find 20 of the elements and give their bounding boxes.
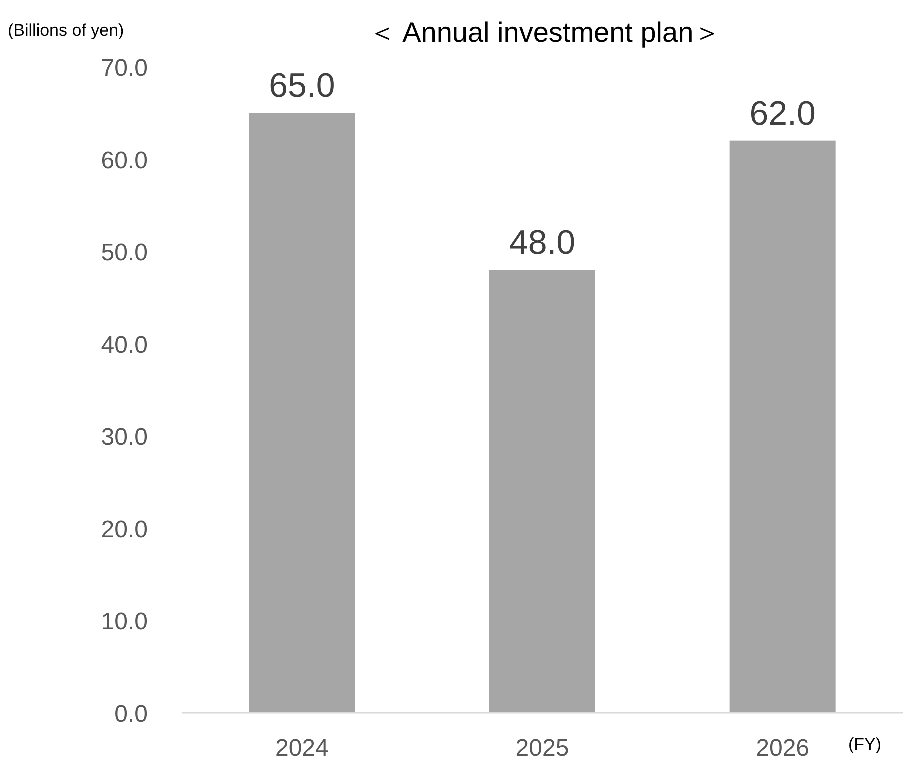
y-axis-title: (Billions of yen) [8, 21, 124, 40]
chart-title: ＜ Annual investment plan＞ [368, 17, 722, 48]
y-tick-label: 30.0 [101, 424, 148, 452]
x-tick-label: 2025 [516, 735, 570, 762]
y-tick-label: 10.0 [101, 608, 148, 636]
y-tick-label: 0.0 [114, 701, 148, 728]
bar [249, 113, 356, 713]
y-tick-label: 50.0 [101, 240, 148, 267]
bar [490, 270, 596, 713]
y-tick-label: 20.0 [101, 516, 148, 544]
x-tick-label: 2026 [756, 735, 810, 762]
data-label: 65.0 [269, 67, 336, 106]
y-tick-label: 60.0 [101, 147, 148, 174]
bar [730, 140, 836, 713]
data-label: 62.0 [750, 94, 816, 133]
x-axis-title: (FY) [848, 735, 882, 754]
y-tick-label: 40.0 [101, 332, 148, 359]
y-tick-label: 70.0 [101, 55, 148, 82]
x-tick-label: 2024 [275, 735, 329, 762]
data-label: 48.0 [509, 224, 576, 262]
